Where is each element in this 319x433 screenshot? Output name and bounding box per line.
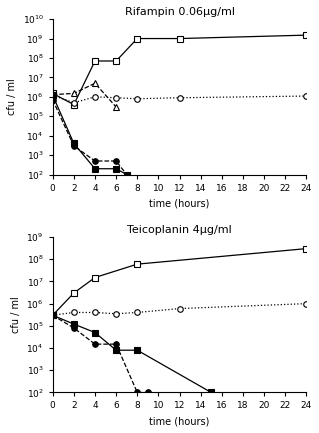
X-axis label: time (hours): time (hours) [149,198,210,208]
Title: Teicoplanin 4μg/ml: Teicoplanin 4μg/ml [127,225,232,235]
X-axis label: time (hours): time (hours) [149,416,210,426]
Y-axis label: cfu / ml: cfu / ml [7,78,17,115]
Title: Rifampin 0.06μg/ml: Rifampin 0.06μg/ml [124,7,234,17]
Y-axis label: cfu / ml: cfu / ml [11,296,21,333]
